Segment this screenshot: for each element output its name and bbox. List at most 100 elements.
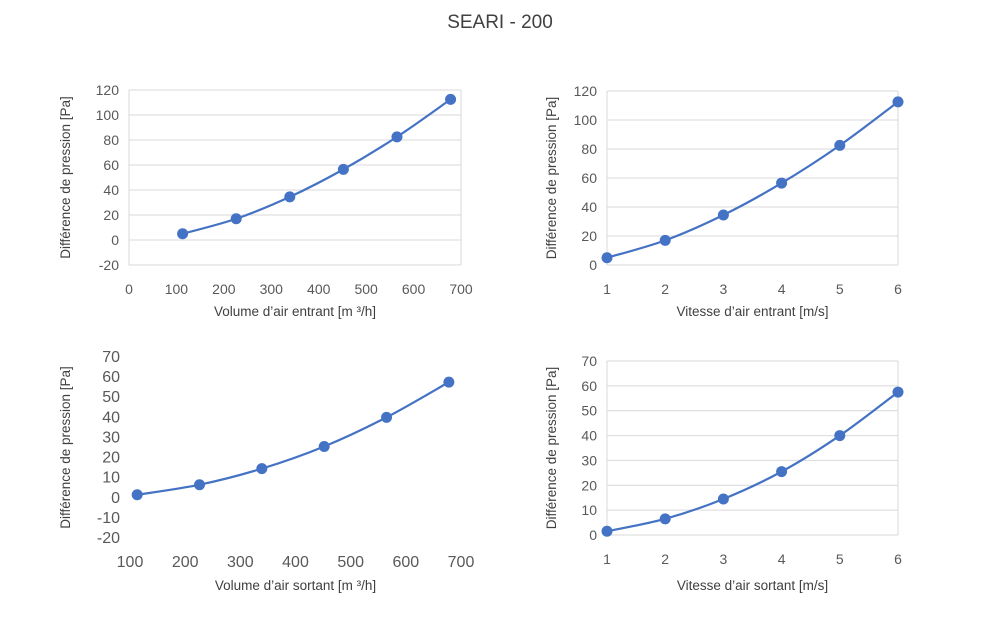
- y-tick-label: 30: [581, 452, 597, 468]
- data-point: [659, 234, 671, 246]
- data-point: [256, 463, 268, 475]
- y-tick-label: 0: [589, 257, 597, 273]
- x-tick-label: 200: [172, 554, 199, 571]
- y-tick-label: 40: [581, 199, 597, 215]
- x-tick-label: 300: [260, 281, 284, 297]
- data-point: [194, 479, 206, 491]
- y-tick-label: 50: [102, 389, 120, 406]
- data-point: [318, 440, 330, 452]
- chart-4: 0 10 20 30 40 50 60 70 1 2 3 4 5 6 Vitesse d’air sorta…: [544, 353, 904, 593]
- x-axis-label: Volume d’air entrant [m ³/h]: [214, 304, 376, 319]
- y-tick-label: 60: [102, 369, 120, 386]
- x-tick-label: 300: [227, 554, 254, 571]
- x-tick-label: 2: [661, 281, 669, 297]
- data-point: [391, 131, 403, 143]
- y-tick-label: 10: [581, 502, 597, 518]
- data-point: [717, 493, 729, 505]
- data-point: [381, 411, 393, 423]
- x-tick-label: 1: [603, 281, 611, 297]
- y-tick-label: 60: [581, 170, 597, 186]
- data-point: [337, 163, 349, 175]
- x-tick-label: 5: [836, 551, 844, 567]
- y-axis-label: Différence de pression [Pa]: [58, 96, 73, 259]
- x-tick-label: 500: [354, 281, 378, 297]
- series-line: [606, 100, 899, 259]
- y-tick-label: 30: [102, 429, 120, 446]
- x-tick-label: 6: [894, 551, 902, 567]
- series-line: [136, 381, 450, 496]
- y-tick-label: 40: [102, 409, 120, 426]
- x-tick-label: 700: [448, 554, 475, 571]
- x-tick-label: 5: [836, 281, 844, 297]
- y-tick-label: 20: [102, 450, 120, 467]
- chart-1: -20 0 20 40 60 80 100 120 0 100 200 300 400 500 600 700…: [58, 82, 473, 319]
- data-point: [834, 139, 846, 151]
- x-axis-label: Vitesse d’air entrant [m/s]: [676, 304, 828, 319]
- y-tick-label: 120: [574, 83, 598, 99]
- y-tick-label: 80: [581, 141, 597, 157]
- chart-2: 0 20 40 60 80 100 120 1 2 3 4 5 6 Vitesse d’air entra…: [544, 83, 904, 319]
- y-axis-label: Différence de pression [Pa]: [58, 366, 73, 529]
- y-tick-label: -20: [99, 257, 119, 273]
- y-tick-label: 20: [103, 207, 119, 223]
- x-tick-label: 3: [720, 551, 728, 567]
- y-tick-label: -20: [97, 530, 120, 547]
- data-point: [892, 386, 904, 398]
- x-axis-label: Vitesse d’air sortant [m/s]: [677, 578, 828, 593]
- data-point: [131, 489, 143, 501]
- x-tick-label: 3: [720, 281, 728, 297]
- y-tick-label: 120: [96, 82, 120, 98]
- y-tick-label: 0: [589, 527, 597, 543]
- y-tick-label: 10: [102, 470, 120, 487]
- y-axis-label: Différence de pression [Pa]: [544, 97, 559, 260]
- x-tick-label: 100: [165, 281, 189, 297]
- x-tick-label: 4: [778, 551, 786, 567]
- x-tick-label: 500: [337, 554, 364, 571]
- y-tick-label: 20: [581, 477, 597, 493]
- page-title: SEARI - 200: [447, 12, 553, 33]
- y-tick-label: 20: [581, 228, 597, 244]
- x-tick-label: 100: [117, 554, 144, 571]
- data-point: [892, 96, 904, 108]
- x-tick-label: 600: [392, 554, 419, 571]
- x-tick-label: 2: [661, 551, 669, 567]
- x-tick-label: 400: [307, 281, 331, 297]
- y-tick-label: 40: [103, 182, 119, 198]
- x-tick-label: 400: [282, 554, 309, 571]
- data-point: [776, 177, 788, 189]
- data-point: [776, 466, 788, 478]
- y-tick-label: 0: [111, 232, 119, 248]
- x-tick-label: 0: [125, 281, 133, 297]
- y-tick-label: 40: [581, 428, 597, 444]
- x-tick-label: 200: [212, 281, 236, 297]
- data-point: [601, 252, 613, 264]
- y-axis-label: Différence de pression [Pa]: [544, 367, 559, 530]
- y-tick-label: -10: [97, 510, 120, 527]
- data-point: [230, 213, 242, 225]
- data-point: [445, 93, 457, 105]
- y-tick-label: 80: [103, 132, 119, 148]
- series-line: [182, 98, 452, 235]
- data-point: [443, 376, 455, 388]
- data-point: [284, 191, 296, 203]
- x-axis-label: Volume d’air sortant [m ³/h]: [215, 578, 376, 593]
- y-tick-label: 100: [96, 107, 120, 123]
- chart-3: -20 -10 0 10 20 30 40 50 60 70 100 200 300 400 500 600 7…: [58, 349, 474, 593]
- y-tick-label: 60: [103, 157, 119, 173]
- x-tick-label: 6: [894, 281, 902, 297]
- data-point: [834, 430, 846, 442]
- x-tick-label: 700: [449, 281, 473, 297]
- x-tick-label: 1: [603, 551, 611, 567]
- x-tick-label: 600: [402, 281, 426, 297]
- y-tick-label: 70: [102, 349, 120, 366]
- y-tick-label: 0: [111, 490, 120, 507]
- x-tick-label: 4: [778, 281, 786, 297]
- data-point: [717, 209, 729, 221]
- data-point: [601, 525, 613, 537]
- y-tick-label: 70: [581, 353, 597, 369]
- y-tick-label: 100: [574, 112, 598, 128]
- data-point: [659, 513, 671, 525]
- y-tick-label: 60: [581, 378, 597, 394]
- y-tick-label: 50: [581, 403, 597, 419]
